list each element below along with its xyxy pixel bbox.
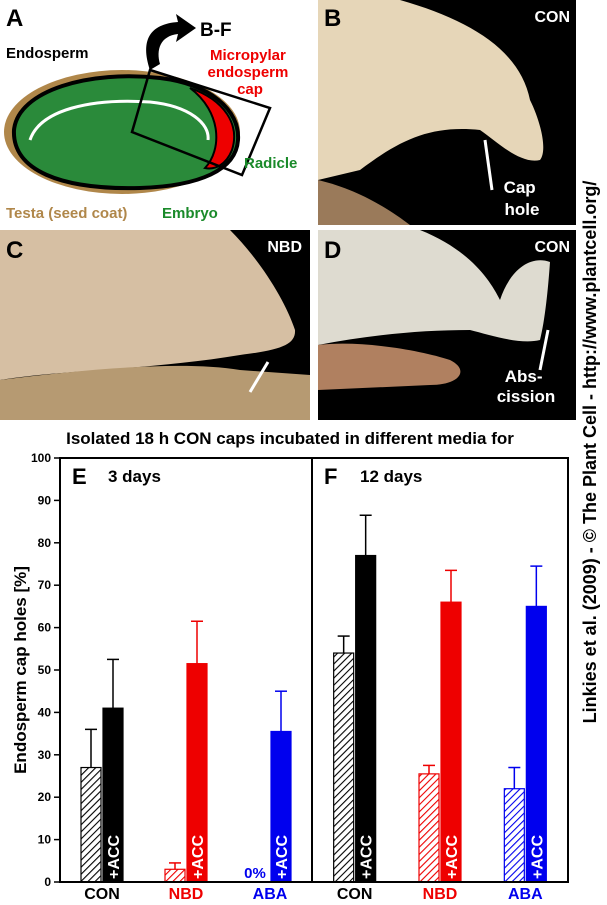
plot-frame <box>311 457 569 883</box>
cap-box <box>130 68 272 177</box>
testa-photo <box>318 343 461 390</box>
arrow <box>146 14 196 70</box>
bar <box>503 788 525 883</box>
embryo-line <box>28 99 210 141</box>
x-tick-label: NBD <box>423 886 458 903</box>
bar-label: +ACC <box>529 835 546 879</box>
line: cission <box>497 387 556 406</box>
x-tick-label: ABA <box>508 886 543 903</box>
credit: Linkies et al. (2009) - © The Plant Cell… <box>580 181 600 724</box>
arrow-label: B-F <box>200 20 232 41</box>
y-tick-label: 60 <box>38 621 52 635</box>
embryo-label: Embryo <box>162 205 218 222</box>
panel-subtitle: 3 days <box>108 467 161 486</box>
panel-label: A <box>6 5 23 32</box>
y-tick-label: 50 <box>38 663 52 677</box>
bar-label: +ACC <box>359 835 376 879</box>
bar-label: +ACC <box>190 835 207 879</box>
panel-label: D <box>324 237 341 264</box>
cap-label: Micropylar endosperm cap <box>207 47 292 98</box>
y-tick-label: 100 <box>31 451 51 465</box>
y-tick-label: 80 <box>38 536 52 550</box>
cap-photo <box>0 230 296 380</box>
y-tick-label: 20 <box>38 790 52 804</box>
pointer <box>248 361 270 393</box>
panel-label: C <box>6 237 23 264</box>
panel-subtitle: 12 days <box>360 467 422 486</box>
line: Abs- <box>505 367 543 386</box>
endosperm-label: Endosperm <box>6 45 89 62</box>
y-tick-label: 70 <box>38 578 52 592</box>
line: endosperm <box>207 64 288 81</box>
panel-d: D CON Abs- cission <box>318 230 576 420</box>
bar <box>333 652 355 883</box>
pointer <box>483 139 494 191</box>
cap-photo <box>318 230 550 345</box>
y-tick-label: 30 <box>38 748 52 762</box>
condition-label: CON <box>534 9 570 26</box>
bar <box>164 868 186 883</box>
value-label: 0% <box>244 865 266 882</box>
y-tick-label: 10 <box>38 833 52 847</box>
y-tick-label: 0 <box>44 875 51 889</box>
x-tick-label: NBD <box>169 886 204 903</box>
testa-photo <box>0 365 310 420</box>
radicle-label: Radicle <box>244 155 297 172</box>
panel-c: C NBD <box>0 230 310 420</box>
panel-a: A B-F Endosperm Micropylar endosperm cap… <box>4 5 297 222</box>
heading: Isolated 18 h CON caps incubated in diff… <box>66 429 514 448</box>
bar <box>80 766 102 883</box>
note-label: Abs- cission <box>497 367 556 406</box>
endosperm-shape <box>11 74 241 191</box>
x-tick-label: ABA <box>253 886 288 903</box>
line: cap <box>237 81 263 98</box>
panel-label: B <box>324 5 341 32</box>
y-axis-label: Endosperm cap holes [%] <box>11 566 30 774</box>
x-tick-label: CON <box>84 886 120 903</box>
bar <box>418 773 440 883</box>
condition-label: CON <box>534 239 570 256</box>
panel-label: F <box>324 464 337 489</box>
y-tick-label: 40 <box>38 705 52 719</box>
line: Cap <box>504 178 536 197</box>
cap-photo <box>318 0 544 180</box>
bar-label: +ACC <box>274 835 291 879</box>
charts: 0 10 20 30 40 50 60 70 80 90 100 Endosperm cap hole… <box>11 451 569 903</box>
bar-label: +ACC <box>444 835 461 879</box>
line: Micropylar <box>210 47 286 64</box>
testa-photo <box>318 180 410 225</box>
pointer <box>538 329 550 371</box>
note-label: Cap hole <box>504 178 541 219</box>
bar-label: +ACC <box>106 835 123 879</box>
condition-label: NBD <box>267 239 302 256</box>
testa-label: Testa (seed coat) <box>6 205 127 222</box>
line: hole <box>505 200 540 219</box>
panel-label: E <box>72 464 87 489</box>
bar <box>355 554 377 883</box>
x-tick-label: CON <box>337 886 373 903</box>
y-tick-label: 90 <box>38 493 52 507</box>
panel-b: B CON Cap hole <box>318 0 576 225</box>
